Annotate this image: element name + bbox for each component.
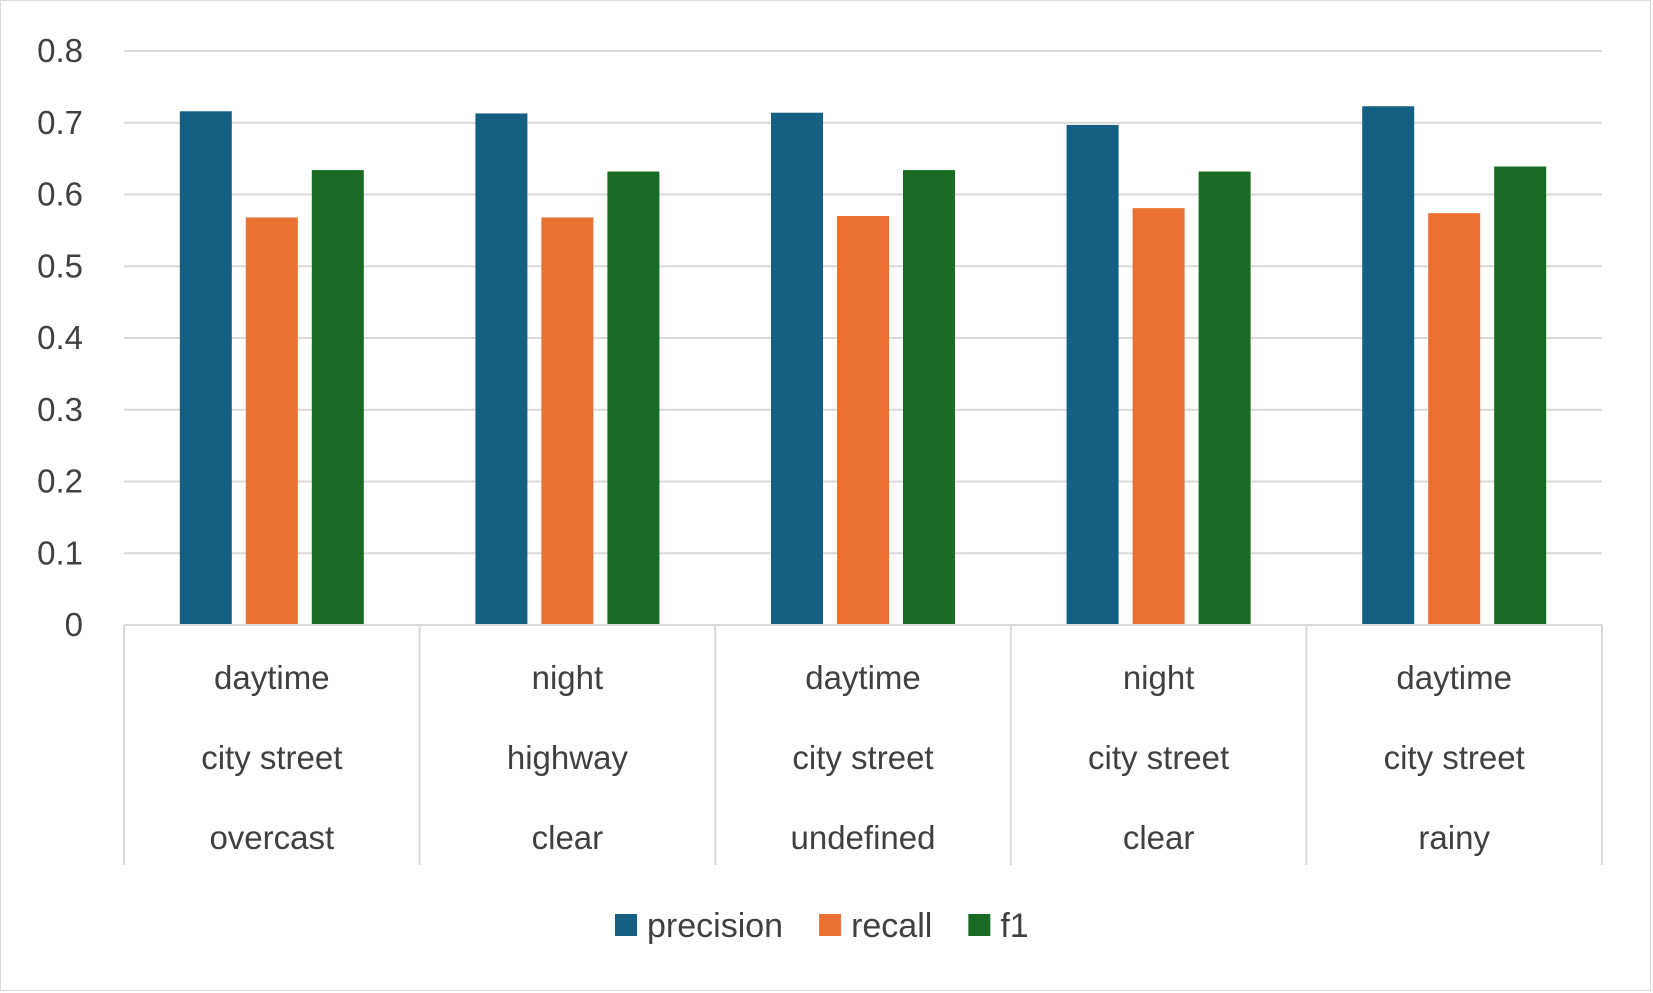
category-label: clear xyxy=(1123,819,1195,856)
y-axis-ticks: 0 0.1 0.2 0.3 0.4 0.5 0.6 0.7 0.8 xyxy=(37,32,83,643)
bar-recall xyxy=(1428,213,1481,625)
category-label: daytime xyxy=(1396,659,1512,696)
category-label: city street xyxy=(1384,739,1525,776)
legend-label-precision: precision xyxy=(647,907,783,945)
bar-recall xyxy=(245,217,298,625)
category-label: daytime xyxy=(805,659,921,696)
category-label: overcast xyxy=(209,819,334,856)
y-tick-label: 0.6 xyxy=(37,176,83,213)
category-label: city street xyxy=(792,739,933,776)
bar-precision xyxy=(771,112,823,625)
category-label: rainy xyxy=(1418,819,1490,856)
bar-recall xyxy=(837,216,889,625)
legend-label-f1: f1 xyxy=(1000,907,1028,945)
legend: precision recall f1 xyxy=(615,907,1029,945)
category-label: city street xyxy=(201,739,342,776)
bar-recall xyxy=(541,217,594,625)
legend-swatch-precision xyxy=(615,914,637,936)
bar-precision xyxy=(1066,124,1119,625)
category-label: undefined xyxy=(791,819,936,856)
bar-f1 xyxy=(607,171,660,626)
y-tick-label: 0 xyxy=(65,606,83,643)
category-label: night xyxy=(1123,659,1195,696)
bar-precision xyxy=(179,111,232,625)
bar-f1 xyxy=(1198,171,1251,626)
bar-recall xyxy=(1132,208,1185,625)
category-label: daytime xyxy=(214,659,330,696)
x-axis: daytime city street overcast night highway cl… xyxy=(123,624,1603,865)
y-tick-label: 0.4 xyxy=(37,319,83,356)
category-label: clear xyxy=(532,819,604,856)
bars xyxy=(179,106,1547,626)
y-tick-label: 0.1 xyxy=(37,534,83,571)
bar-f1 xyxy=(1494,166,1547,625)
category-label: highway xyxy=(507,739,629,776)
bar-f1 xyxy=(903,170,955,626)
y-tick-label: 0.8 xyxy=(37,32,83,69)
y-tick-label: 0.3 xyxy=(37,391,83,428)
legend-swatch-recall xyxy=(819,914,842,936)
bar-precision xyxy=(1362,106,1415,625)
y-tick-label: 0.7 xyxy=(37,104,83,141)
category-label: city street xyxy=(1088,739,1229,776)
category-label: night xyxy=(532,659,604,696)
y-tick-label: 0.5 xyxy=(37,247,83,284)
legend-label-recall: recall xyxy=(851,907,932,945)
legend-swatch-f1 xyxy=(968,914,991,936)
bar-f1 xyxy=(311,170,364,626)
y-tick-label: 0.2 xyxy=(37,463,83,500)
bar-precision xyxy=(475,113,528,626)
